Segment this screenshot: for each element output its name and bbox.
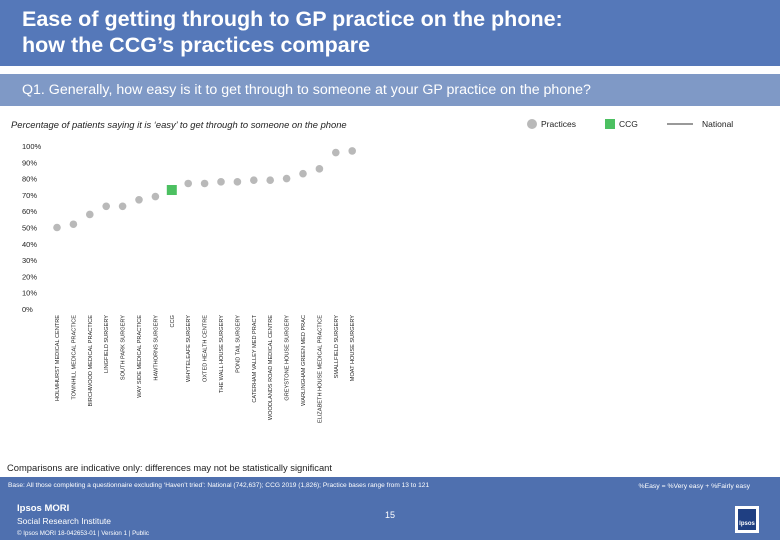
practice-marker: [348, 147, 357, 155]
practice-marker: [151, 192, 160, 201]
y-tick-label: 70%: [22, 191, 37, 200]
x-tick-label: WOODLANDS ROAD MEDICAL CENTRE: [268, 315, 274, 420]
header-bar: Ease of getting through to GP practice o…: [0, 0, 780, 66]
y-tick-label: 0%: [22, 305, 33, 314]
brand-name: Ipsos MORI: [17, 503, 70, 514]
x-tick-label: CCG: [170, 315, 176, 327]
y-tick-label: 80%: [22, 175, 37, 184]
practice-marker: [299, 169, 307, 178]
practice-marker: [69, 220, 78, 229]
x-tick-label: MOAT HOUSE SURGERY: [350, 315, 356, 381]
x-tick-label: SMALLFIELD SURGERY: [334, 315, 340, 379]
practice-marker: [315, 165, 324, 173]
question-text: Q1. Generally, how easy is it to get thr…: [22, 82, 591, 98]
scatter-chart: 0% 10% 20% 30% 40% 50% 60% 70% 80% 90% 100% HOLMHUR…: [22, 142, 357, 423]
y-tick-label: 60%: [22, 207, 37, 216]
practice-marker: [53, 223, 61, 232]
brand-subtitle: Social Research Institute: [17, 516, 112, 526]
x-tick-label: WARLINGHAM GREEN MED PRAC: [301, 315, 307, 406]
footer-bar: Base: All those completing a questionnai…: [0, 477, 780, 540]
practice-marker: [135, 195, 143, 204]
practice-marker: [102, 202, 110, 211]
legend-ccg-label: CCG: [619, 119, 638, 129]
ipsos-logo-mark: Ipsos: [738, 509, 756, 530]
y-tick-label: 90%: [22, 158, 37, 167]
x-tick-label: SOUTH PARK SURGERY: [121, 315, 127, 380]
x-tick-label: CATERHAM VALLEY MED PRACT: [252, 314, 258, 402]
x-tick-label: TOWNHILL MEDICAL PRACTICE: [71, 315, 77, 400]
significance-note: Comparisons are indicative only: differe…: [7, 462, 332, 473]
y-tick-label: 50%: [22, 224, 37, 233]
y-tick-label: 40%: [22, 240, 37, 249]
x-tick-label: THE WALL HOUSE SURGERY: [219, 315, 225, 393]
legend-practices-label: Practices: [541, 119, 576, 129]
x-tick-label: LINGFIELD SURGERY: [104, 315, 110, 373]
y-tick-label: 30%: [22, 256, 37, 265]
legend-national-label: National: [702, 119, 734, 129]
base-description: Base: All those completing a questionnai…: [8, 482, 430, 489]
x-tick-label: GREYSTONE HOUSE SURGERY: [285, 315, 291, 401]
practice-marker: [250, 176, 258, 185]
copyright-text: © Ipsos MORI 18-042653-01 | Version 1 | …: [17, 530, 149, 537]
ipsos-logo: Ipsos: [735, 506, 759, 533]
page-number: 15: [385, 510, 396, 520]
legend-national-line: [667, 123, 693, 125]
y-tick-label: 100%: [22, 142, 42, 151]
question-bar: Q1. Generally, how easy is it to get thr…: [0, 74, 780, 106]
practice-marker: [184, 179, 192, 188]
x-tick-label: HOLMHURST MEDICAL CENTRE: [55, 315, 61, 401]
practice-marker: [200, 179, 209, 188]
easy-definition: %Easy = %Very easy + %Fairly easy: [638, 483, 750, 490]
title-line-1: Ease of getting through to GP practice o…: [22, 7, 563, 31]
chart-legend: Practices CCG National: [0, 114, 780, 134]
title-line-2: how the CCG’s practices compare: [22, 33, 371, 57]
x-tick-label: WAY SIDE MEDICAL PRACTICE: [137, 315, 143, 398]
y-tick-label: 20%: [22, 272, 37, 281]
page-title: Ease of getting through to GP practice o…: [22, 6, 762, 58]
practice-marker: [266, 176, 275, 185]
practice-marker: [233, 178, 242, 186]
legend-ccg-marker: [605, 119, 615, 129]
ccg-marker: [166, 185, 177, 196]
x-tick-label: BIRCHWOOD MEDICAL PRACTICE: [88, 315, 94, 407]
practice-marker: [118, 202, 127, 211]
practice-marker: [282, 174, 291, 183]
x-tick-label: WHYTELEAFE SURGERY: [186, 315, 192, 382]
practice-marker: [217, 178, 225, 186]
practice-marker: [86, 210, 94, 219]
legend-practices-marker: [527, 119, 537, 129]
x-tick-label: OXTED HEALTH CENTRE: [203, 315, 209, 382]
chart-subtitle: Percentage of patients saying it is ‘eas…: [11, 119, 347, 130]
x-tick-label: HAWTHORNS SURGERY: [153, 315, 159, 381]
x-tick-label: ELIZABETH HOUSE MEDICAL PRACTICE: [317, 315, 323, 423]
y-tick-label: 10%: [22, 289, 37, 298]
x-tick-label: POND TAIL SURGERY: [235, 315, 241, 373]
practice-marker: [332, 148, 340, 157]
